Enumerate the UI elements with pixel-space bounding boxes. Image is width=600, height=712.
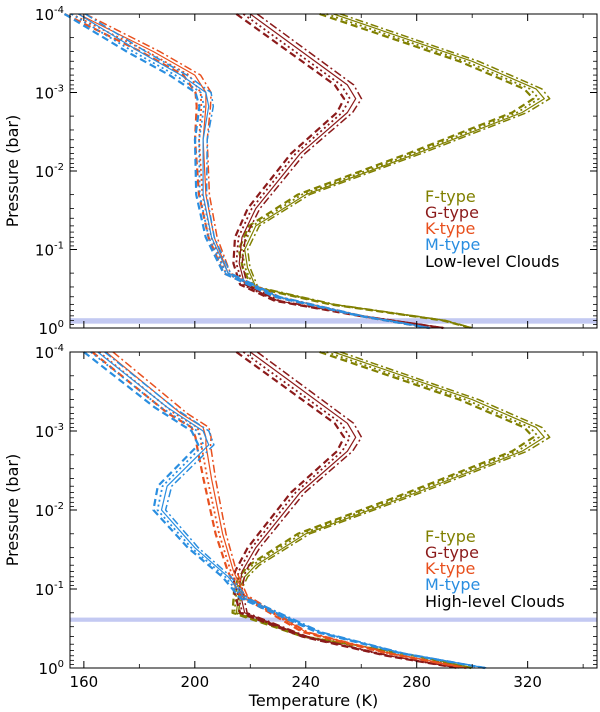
x-axis-title: Temperature (K) bbox=[248, 691, 378, 710]
y-tick-label: 10-3 bbox=[35, 422, 64, 441]
x-tick-label: 280 bbox=[402, 673, 431, 691]
y-tick-label: 100 bbox=[39, 319, 64, 338]
series-line-k-type-3 bbox=[84, 13, 432, 329]
series-line-m-type-3 bbox=[84, 13, 432, 329]
y-tick-label: 10-4 bbox=[35, 343, 64, 362]
legend-entry-k-type: K-type bbox=[425, 219, 475, 238]
cloud-annotation: High-level Clouds bbox=[425, 592, 565, 611]
y-axis-title: Pressure (bar) bbox=[3, 454, 22, 566]
series-line-f-type-3 bbox=[246, 13, 551, 329]
series-line-f-type-1 bbox=[231, 350, 535, 670]
legend-entry-f-type: F-type bbox=[425, 187, 476, 206]
series-line-k-type-1 bbox=[91, 351, 466, 670]
y-tick-label: 10-1 bbox=[35, 580, 64, 599]
series-line-f-type-2 bbox=[233, 351, 540, 669]
series-line-m-type-2 bbox=[70, 13, 431, 329]
series-line-m-type-1 bbox=[83, 351, 486, 670]
x-tick-label: 200 bbox=[180, 673, 209, 691]
x-tick-label: 240 bbox=[291, 673, 320, 691]
series-line-g-type-1 bbox=[232, 351, 458, 670]
series-line-m-type-3 bbox=[104, 351, 487, 669]
panel-bottom: 10-4 10-3 10-2 10-1 100 160 200 240 280 320 Pressu… bbox=[3, 343, 598, 710]
series-line-g-type-0 bbox=[238, 13, 445, 329]
cloud-annotation: Low-level Clouds bbox=[425, 252, 559, 271]
y-tick-label: 10-2 bbox=[35, 501, 64, 520]
y-tick-label: 10-2 bbox=[35, 162, 64, 181]
series-line-m-type-0 bbox=[77, 13, 431, 329]
series-line-k-type-3 bbox=[112, 351, 468, 669]
y-tick-label: 10-3 bbox=[35, 84, 64, 103]
legend-entry-m-type: M-type bbox=[425, 575, 480, 594]
legend-entry-f-type: F-type bbox=[425, 527, 476, 546]
series-line-f-type-1 bbox=[237, 12, 535, 330]
series-line-m-type-2 bbox=[90, 351, 486, 669]
legend-entry-m-type: M-type bbox=[425, 235, 480, 254]
x-tick-label: 320 bbox=[513, 673, 542, 691]
y-axis-title: Pressure (bar) bbox=[3, 115, 22, 227]
cloud-band bbox=[70, 318, 597, 324]
series-line-g-type-3 bbox=[241, 13, 446, 329]
y-tick-label: 10-1 bbox=[35, 241, 64, 260]
x-tick-label: 160 bbox=[70, 673, 99, 691]
series-line-g-type-3 bbox=[241, 351, 460, 669]
series-line-k-type-0 bbox=[78, 13, 431, 329]
legend-entry-k-type: K-type bbox=[425, 559, 475, 578]
series-line-g-type-1 bbox=[232, 13, 444, 330]
series-line-k-type-2 bbox=[70, 13, 431, 329]
y-tick-label: 100 bbox=[39, 659, 64, 678]
legend-entry-g-type: G-type bbox=[425, 543, 479, 562]
cloud-band bbox=[70, 617, 597, 622]
series-line-g-type-2 bbox=[235, 13, 445, 329]
series-line-f-type-0 bbox=[244, 13, 545, 329]
series-line-f-type-2 bbox=[240, 13, 540, 329]
legend-entry-g-type: G-type bbox=[425, 203, 479, 222]
y-tick-label: 10-4 bbox=[35, 5, 64, 24]
panel-top: 10-4 10-3 10-2 10-1 100 Pressure (bar) F-typeG… bbox=[3, 5, 598, 338]
